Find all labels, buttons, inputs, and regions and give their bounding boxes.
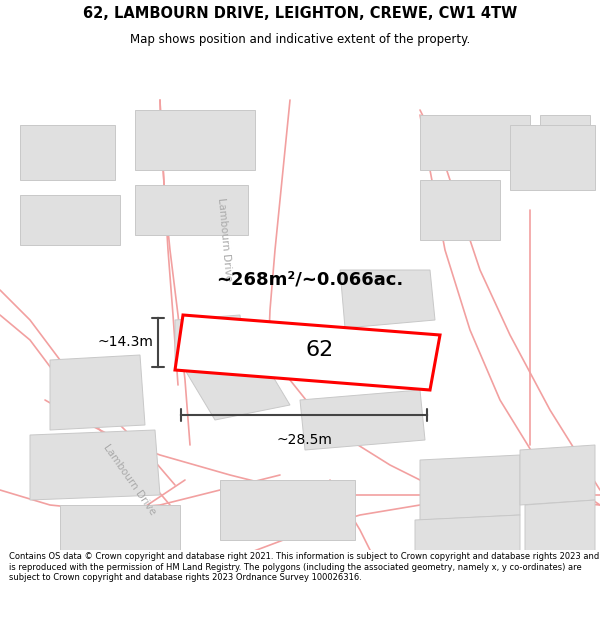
Polygon shape [420, 455, 520, 520]
Polygon shape [510, 125, 595, 190]
Polygon shape [20, 125, 115, 180]
Polygon shape [50, 355, 145, 430]
Polygon shape [135, 185, 248, 235]
Polygon shape [340, 270, 435, 328]
Polygon shape [60, 505, 180, 570]
Text: Lambourn Drive: Lambourn Drive [217, 198, 233, 282]
Polygon shape [300, 390, 425, 450]
Polygon shape [420, 180, 500, 240]
Polygon shape [175, 315, 245, 365]
Text: Map shows position and indicative extent of the property.: Map shows position and indicative extent… [130, 32, 470, 46]
Polygon shape [20, 195, 120, 245]
Polygon shape [420, 115, 530, 170]
Polygon shape [540, 115, 590, 185]
Text: ~268m²/~0.066ac.: ~268m²/~0.066ac. [217, 271, 404, 289]
Polygon shape [520, 445, 595, 505]
Polygon shape [135, 110, 255, 170]
Polygon shape [185, 355, 290, 420]
Text: Lambourn Drive: Lambourn Drive [102, 442, 158, 518]
Polygon shape [175, 315, 440, 390]
Text: 62: 62 [306, 340, 334, 360]
Text: ~28.5m: ~28.5m [276, 433, 332, 447]
Text: 62, LAMBOURN DRIVE, LEIGHTON, CREWE, CW1 4TW: 62, LAMBOURN DRIVE, LEIGHTON, CREWE, CW1… [83, 6, 517, 21]
Polygon shape [525, 500, 595, 580]
Text: Contains OS data © Crown copyright and database right 2021. This information is : Contains OS data © Crown copyright and d… [9, 552, 599, 582]
Polygon shape [415, 515, 520, 585]
Polygon shape [30, 430, 160, 500]
Text: ~14.3m: ~14.3m [97, 336, 153, 349]
Polygon shape [220, 480, 355, 540]
